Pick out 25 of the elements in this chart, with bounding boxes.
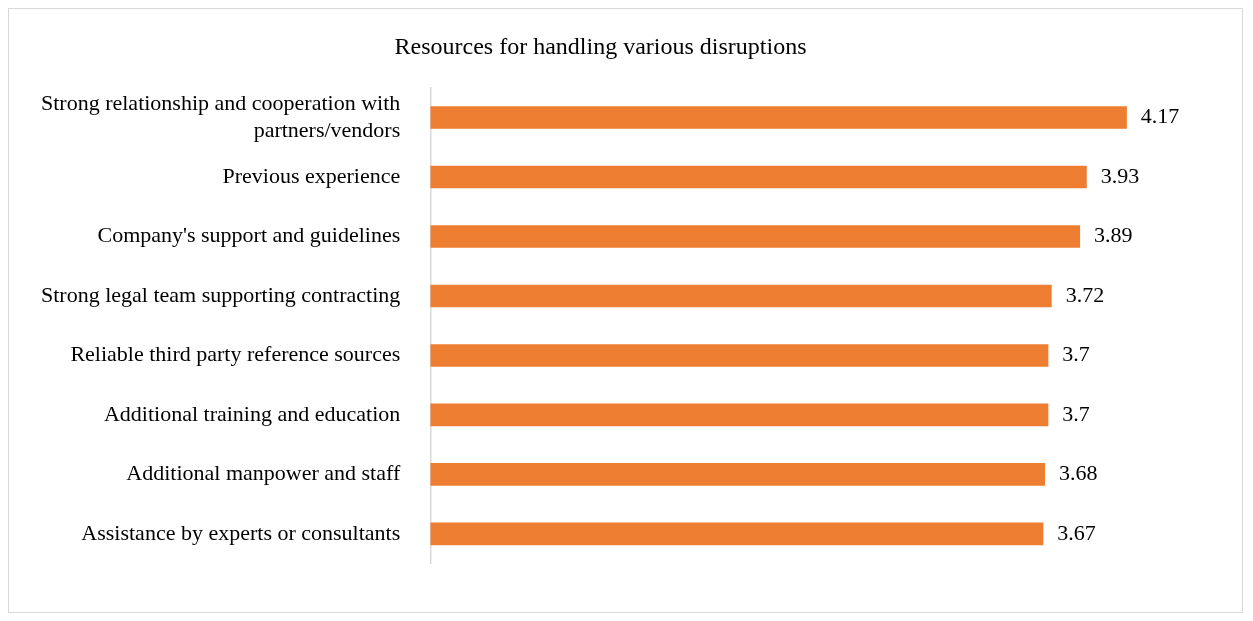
bar bbox=[430, 344, 1049, 367]
bar bbox=[430, 165, 1087, 189]
data-label: 3.67 bbox=[1057, 519, 1096, 545]
y-tick-label: Additional manpower and staff bbox=[126, 460, 401, 486]
y-tick-label: Additional training and education bbox=[103, 400, 401, 426]
bar bbox=[430, 106, 1127, 129]
bar bbox=[430, 463, 1046, 486]
data-label: 3.89 bbox=[1094, 222, 1133, 248]
bar bbox=[430, 284, 1052, 308]
data-label: 3.68 bbox=[1059, 460, 1098, 486]
bar bbox=[430, 403, 1049, 427]
y-tick-label: Reliable third party reference sources bbox=[70, 341, 401, 367]
y-tick-label: Strong legal team supporting contracting bbox=[41, 281, 401, 307]
bar bbox=[430, 522, 1044, 546]
bar bbox=[430, 225, 1081, 248]
data-label: 3.72 bbox=[1065, 281, 1105, 307]
y-tick-label: Strong relationship and cooperation with partners/vendors bbox=[41, 90, 401, 142]
y-tick-label: Previous experience bbox=[222, 162, 401, 188]
data-label: 3.93 bbox=[1100, 162, 1140, 188]
data-label: 3.7 bbox=[1062, 341, 1090, 367]
y-tick-label: Assistance by experts or consultants bbox=[81, 519, 401, 545]
chart-title: Resources for handling various disruptions bbox=[394, 32, 807, 59]
y-tick-label: Company's support and guidelines bbox=[97, 222, 401, 248]
data-label: 3.7 bbox=[1062, 400, 1090, 426]
data-label: 4.17 bbox=[1140, 103, 1180, 129]
